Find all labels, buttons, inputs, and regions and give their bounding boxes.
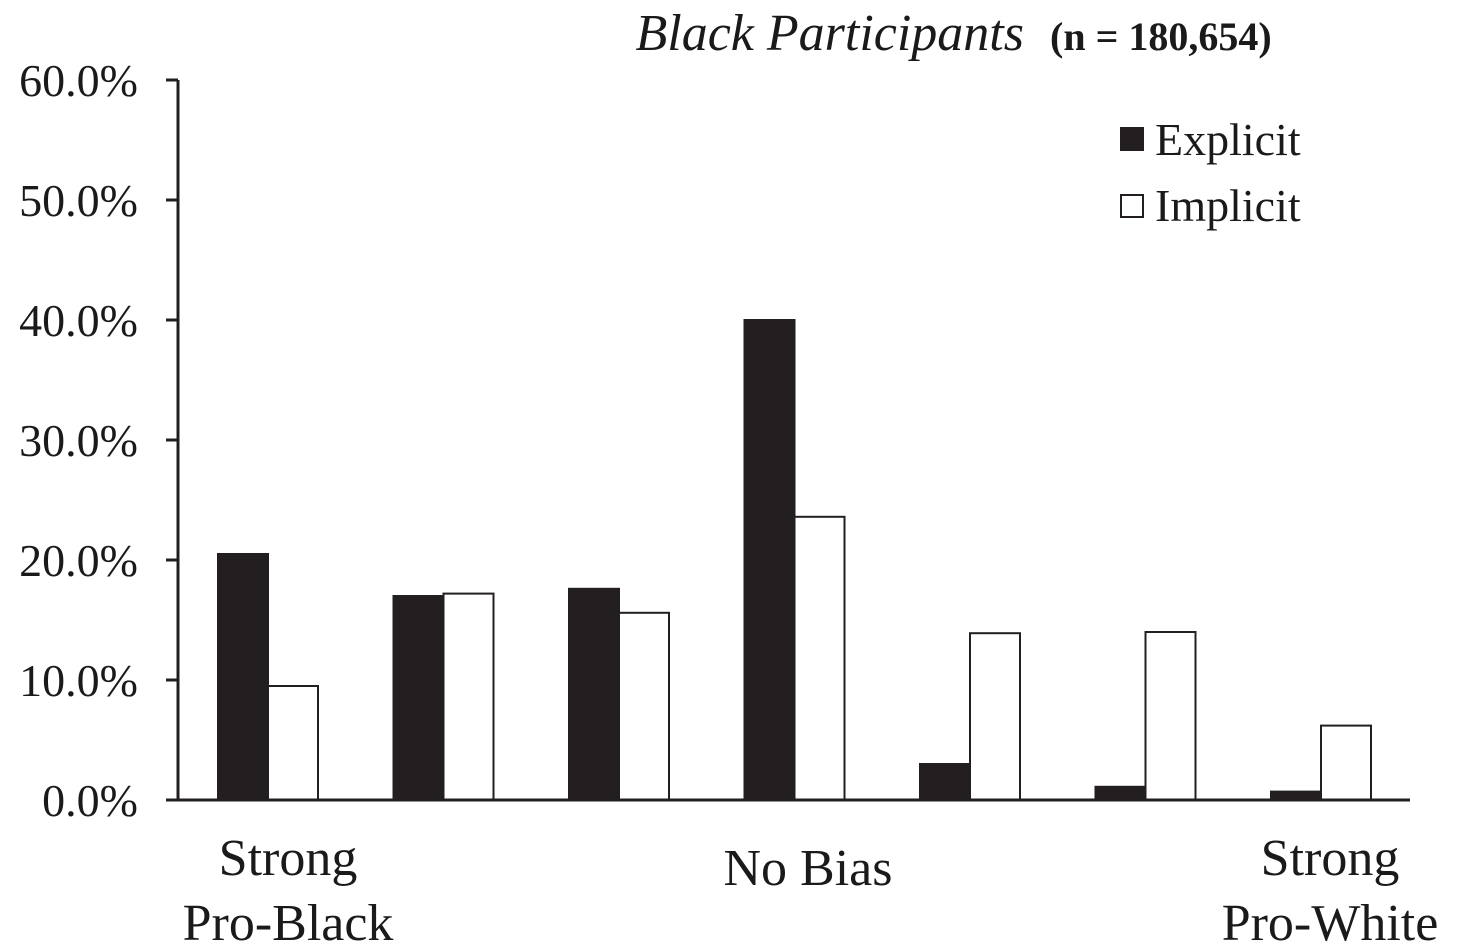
y-tick-label: 50.0% [19, 175, 138, 226]
y-tick-label: 10.0% [19, 655, 138, 706]
bar-explicit-3 [568, 587, 620, 801]
category-label-strong-pro-white-line1: Strong [1261, 830, 1400, 887]
category-label-strong-pro-white-line2: Pro-White [1222, 895, 1439, 947]
chart-title-group: Black Participants (n = 180,654) [636, 5, 1272, 62]
category-label-strong-pro-black-line2: Pro-Black [183, 895, 394, 947]
bars-group [217, 319, 1372, 802]
legend: Explicit Implicit [1120, 114, 1301, 231]
bar-explicit-1 [217, 553, 269, 801]
bar-implicit-5 [969, 632, 1021, 802]
bar-implicit-1 [267, 685, 319, 801]
legend-swatch-implicit [1120, 194, 1144, 218]
chart-subtitle: (n = 180,654) [1050, 14, 1272, 59]
legend-swatch-explicit [1120, 127, 1144, 151]
y-tick-label: 0.0% [42, 775, 138, 826]
y-tick-label: 20.0% [19, 535, 138, 586]
bar-implicit-6 [1144, 631, 1197, 801]
bar-implicit-7 [1320, 724, 1372, 801]
chart-title: Black Participants [636, 5, 1024, 62]
category-label-no-bias: No Bias [724, 840, 893, 897]
y-tick-label: 60.0% [19, 55, 138, 106]
category-label-strong-pro-black-line1: Strong [219, 830, 358, 887]
bar-explicit-5 [919, 763, 971, 801]
y-tick-label: 30.0% [19, 415, 138, 466]
bar-explicit-4 [743, 319, 796, 801]
bar-explicit-2 [392, 595, 445, 801]
y-tick-label: 40.0% [19, 295, 138, 346]
legend-label-implicit: Implicit [1155, 180, 1301, 231]
y-axis: 0.0% 10.0% 20.0% 30.0% 40.0% 50.0% 60.0% [19, 55, 180, 826]
bar-implicit-3 [618, 611, 670, 801]
category-labels: Strong Pro-Black No Bias Strong Pro-Whit… [183, 830, 1439, 947]
bar-implicit-4 [793, 515, 846, 801]
legend-label-explicit: Explicit [1155, 114, 1301, 165]
bar-implicit-2 [442, 592, 495, 801]
bar-explicit-6 [1094, 785, 1147, 801]
